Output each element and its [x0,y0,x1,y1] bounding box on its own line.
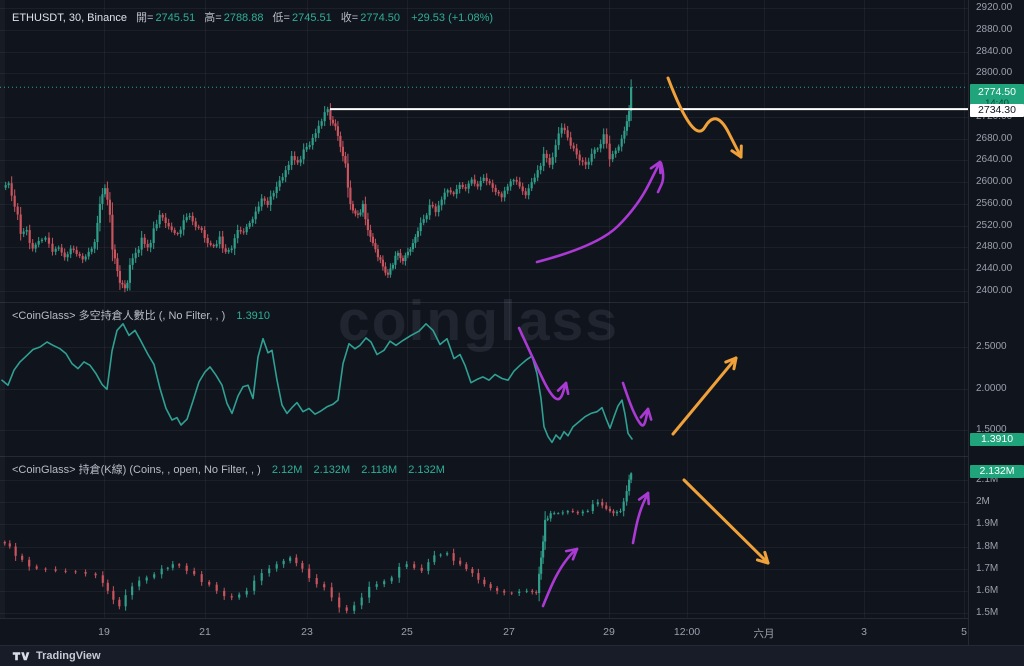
symbol-title: ETHUSDT, 30, Binance [12,12,127,24]
price-tick-label: 2680.00 [976,133,1013,144]
price-tick-label: 2.1M [976,474,999,485]
ratio-value-badge: 1.3910 [970,433,1024,446]
low-value: 2745.51 [291,12,332,24]
time-tick-label: 27 [503,626,515,638]
time-tick-label: 29 [603,626,615,638]
oi-low-value: 2.118M [361,464,398,476]
chart-canvas[interactable] [0,0,968,618]
time-tick-label: 23 [301,626,313,638]
tradingview-brand-label[interactable]: TradingView [36,650,101,662]
price-tick-label: 2400.00 [976,285,1013,296]
price-tick-label: 1.5M [976,607,999,618]
oi-close-value: 2.132M [408,464,445,476]
price-tick-label: 2560.00 [976,198,1013,209]
pane-left-edge [0,0,5,618]
price-tick-label: 2520.00 [976,220,1013,231]
price-tick-label: 1.5000 [976,424,1007,435]
price-tick-label: 2640.00 [976,154,1013,165]
ratio-pane[interactable] [1,322,738,444]
time-tick-label: 21 [199,626,211,638]
coinglass-watermark: coinglass [338,289,619,353]
main-price-pane[interactable] [0,76,968,293]
price-tick-label: 2.5000 [976,341,1007,352]
ratio-line-series [1,322,633,444]
orange-arrow-drawing[interactable] [666,76,743,159]
main-symbol-legend[interactable]: ETHUSDT, 30, Binance 開= 2745.51 高= 2788.88… [12,9,493,25]
price-tick-label: 2840.00 [976,46,1013,57]
open-interest-pane[interactable] [3,472,770,614]
last-price-value: 2774.50 [978,86,1016,98]
open-value: 2745.51 [155,12,196,24]
time-axis[interactable]: 19 21 23 25 27 29 12:00 六月 3 5 [0,618,968,646]
high-label: 高= [204,12,222,24]
oi-high-value: 2.132M [313,464,351,476]
bar-countdown: 14:40 [970,98,1024,110]
orange-arrow-drawing[interactable] [671,356,738,436]
orange-arrow-drawing[interactable] [682,478,770,565]
price-tick-label: 1.7M [976,563,999,574]
price-tick-label: 2.0000 [976,383,1007,394]
time-tick-label: 3 [861,626,867,638]
price-tick-label: 2880.00 [976,24,1013,35]
price-axis[interactable]: 2774.50 14:40 2734.30 1.3910 2.132M 2920… [968,0,1024,645]
magenta-arrow-drawing[interactable] [656,161,665,194]
price-tick-label: 1.8M [976,541,999,552]
grid-lines [0,0,968,618]
time-tick-label: 25 [401,626,413,638]
low-label: 低= [272,12,290,24]
time-tick-label: 5 [961,626,967,638]
magenta-arrow-drawing[interactable] [541,547,579,608]
oi-open-value: 2.12M [271,464,303,476]
tradingview-logo-icon[interactable] [12,649,30,663]
magenta-arrow-drawing[interactable] [621,381,653,427]
time-tick-label: 19 [98,626,110,638]
oi-indicator-legend[interactable]: <CoinGlass> 持倉(K線) (Coins, , open, No Fi… [12,461,445,477]
price-tick-label: 1.6M [976,585,999,596]
oi-indicator-title: <CoinGlass> 持倉(K線) (Coins, , open, No Fi… [12,464,261,476]
price-tick-label: 2440.00 [976,263,1013,274]
price-tick-label: 2800.00 [976,67,1013,78]
change-value: +29.53 (+1.08%) [411,12,494,24]
oi-value-badge: 2.132M [970,465,1024,478]
close-value: 2774.50 [360,12,400,24]
time-tick-label: 12:00 [673,626,701,638]
magenta-arrow-drawing[interactable] [631,491,650,545]
high-value: 2788.88 [223,12,264,24]
ratio-indicator-title: <CoinGlass> 多空持倉人數比 (, No Filter, , ) [12,310,226,322]
bottom-toolbar: TradingView [0,645,1024,666]
price-tick-label: 2920.00 [976,2,1013,13]
price-tick-label: 1.9M [976,518,999,529]
ratio-indicator-legend[interactable]: <CoinGlass> 多空持倉人數比 (, No Filter, , ) 1.… [12,307,270,323]
price-tick-label: 2600.00 [976,176,1013,187]
ratio-indicator-value: 1.3910 [236,310,271,322]
price-tick-label: 2M [976,496,990,507]
close-label: 收= [340,12,359,24]
open-label: 開= [136,12,154,24]
hline-price-badge: 2734.30 [970,104,1024,117]
time-tick-label: 六月 [753,628,775,640]
price-tick-label: 2480.00 [976,241,1013,252]
magenta-arrow-drawing[interactable] [517,326,570,401]
